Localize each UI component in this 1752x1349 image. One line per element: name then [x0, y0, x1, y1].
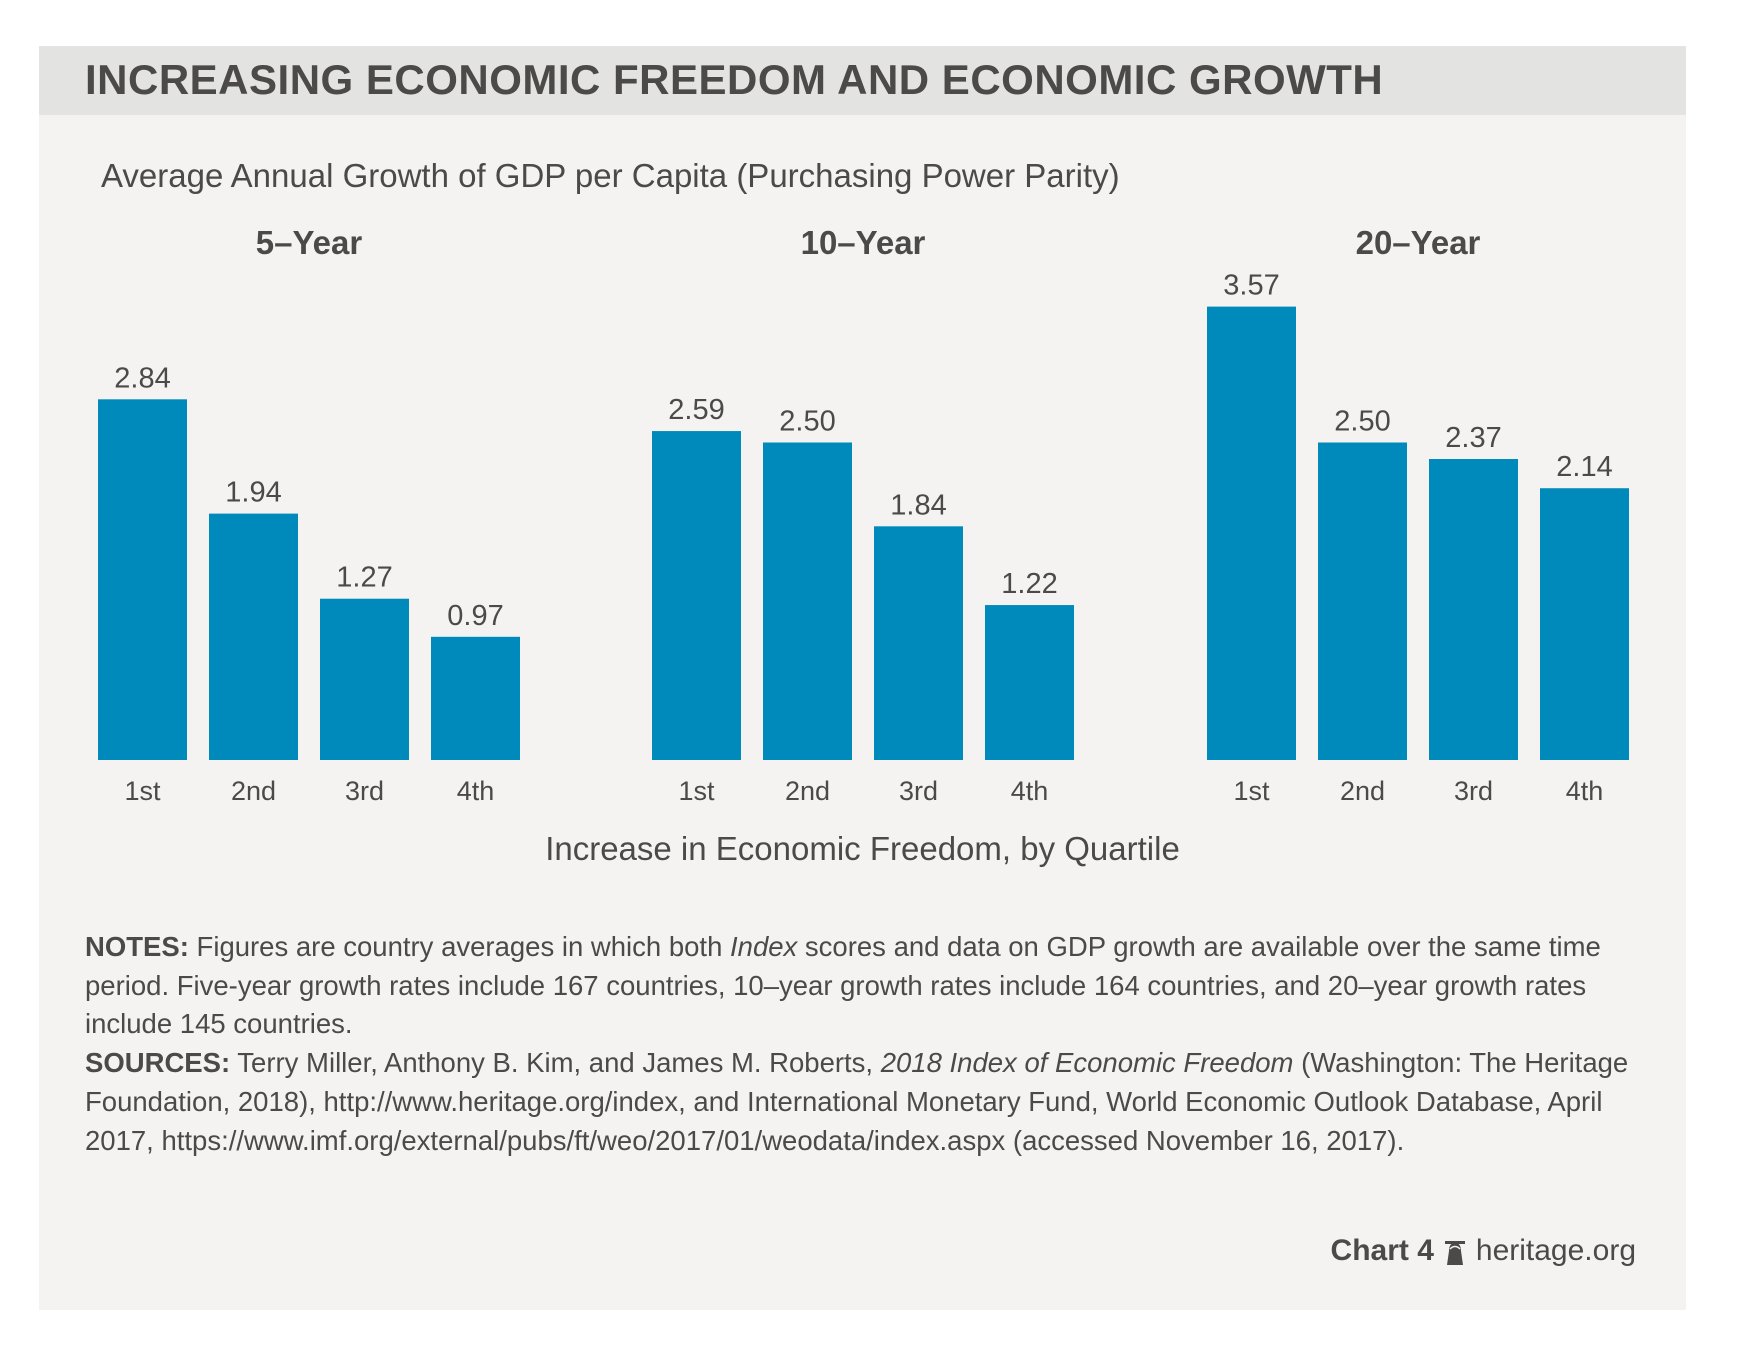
panel-title: 10–Year: [801, 224, 926, 261]
data-label: 0.97: [447, 600, 503, 632]
notes-block: NOTES: Figures are country averages in w…: [85, 928, 1665, 1160]
notes-text: Figures are country averages in which bo…: [188, 931, 731, 962]
panel-title: 5–Year: [256, 224, 363, 261]
bar: [763, 442, 852, 760]
category-tick-label: 2nd: [231, 776, 276, 806]
chart-subtitle: Average Annual Growth of GDP per Capita …: [101, 157, 1120, 194]
title-band: INCREASING ECONOMIC FREEDOM AND ECONOMIC…: [39, 46, 1686, 115]
data-label: 2.50: [1334, 406, 1390, 438]
sources-text: Terry Miller, Anthony B. Kim, and James …: [230, 1047, 881, 1079]
bar: [431, 636, 520, 760]
bar: [874, 526, 963, 760]
bar: [985, 605, 1074, 760]
bar-chart: 5–Year 2.84 1st 1.94 2nd 1.27 3rd 0.97 4th 10–Yea…: [98, 224, 1629, 806]
data-label: 2.50: [779, 406, 835, 438]
category-tick-label: 3rd: [899, 776, 938, 806]
bar: [209, 513, 298, 760]
category-tick-label: 1st: [1233, 776, 1270, 806]
site-link[interactable]: heritage.org: [1475, 1234, 1636, 1267]
category-tick-label: 4th: [1566, 776, 1604, 806]
footer-credit: Chart 4 heritage.org: [1331, 1234, 1636, 1268]
data-label: 1.94: [225, 477, 281, 509]
category-tick-label: 4th: [1011, 776, 1049, 806]
category-tick-label: 3rd: [345, 776, 384, 806]
x-axis-title: Increase in Economic Freedom, by Quartil…: [545, 830, 1180, 867]
chart-title: INCREASING ECONOMIC FREEDOM AND ECONOMIC…: [85, 56, 1384, 103]
notes-text-cont: scores and data on GDP growth are availa…: [85, 931, 1601, 1040]
liberty-bell-icon: [1444, 1239, 1466, 1265]
sources-label: SOURCES:: [85, 1047, 231, 1079]
sources-italic: 2018 Index of Economic Freedom: [880, 1047, 1294, 1079]
bar: [98, 399, 187, 760]
category-tick-label: 3rd: [1454, 776, 1493, 806]
bar: [652, 431, 741, 760]
data-label: 1.22: [1001, 568, 1057, 600]
chart-number: Chart 4: [1330, 1234, 1434, 1267]
category-tick-label: 2nd: [1340, 776, 1385, 806]
data-label: 2.37: [1445, 422, 1501, 454]
data-label: 3.57: [1223, 270, 1279, 302]
bar: [1318, 442, 1407, 760]
sources-text-cont: (Washington: The Heritage Foundation, 20…: [85, 1047, 1629, 1156]
bar: [1207, 306, 1296, 760]
sources-paragraph: SOURCES: Terry Miller, Anthony B. Kim, a…: [85, 1044, 1665, 1160]
bar: [320, 598, 409, 760]
notes-label: NOTES:: [85, 931, 189, 962]
notes-paragraph: NOTES: Figures are country averages in w…: [85, 928, 1665, 1044]
bar: [1540, 488, 1629, 760]
panel-title: 20–Year: [1356, 224, 1481, 261]
data-label: 2.59: [668, 394, 724, 426]
chart-panel: INCREASING ECONOMIC FREEDOM AND ECONOMIC…: [39, 46, 1686, 1310]
category-tick-label: 1st: [124, 776, 161, 806]
bar: [1429, 459, 1518, 760]
notes-italic: Index: [730, 931, 798, 962]
category-tick-label: 1st: [678, 776, 715, 806]
data-label: 1.27: [336, 562, 392, 594]
category-tick-label: 2nd: [785, 776, 830, 806]
data-label: 1.84: [890, 489, 946, 521]
data-label: 2.84: [114, 362, 170, 394]
data-label: 2.14: [1556, 451, 1612, 483]
category-tick-label: 4th: [457, 776, 495, 806]
